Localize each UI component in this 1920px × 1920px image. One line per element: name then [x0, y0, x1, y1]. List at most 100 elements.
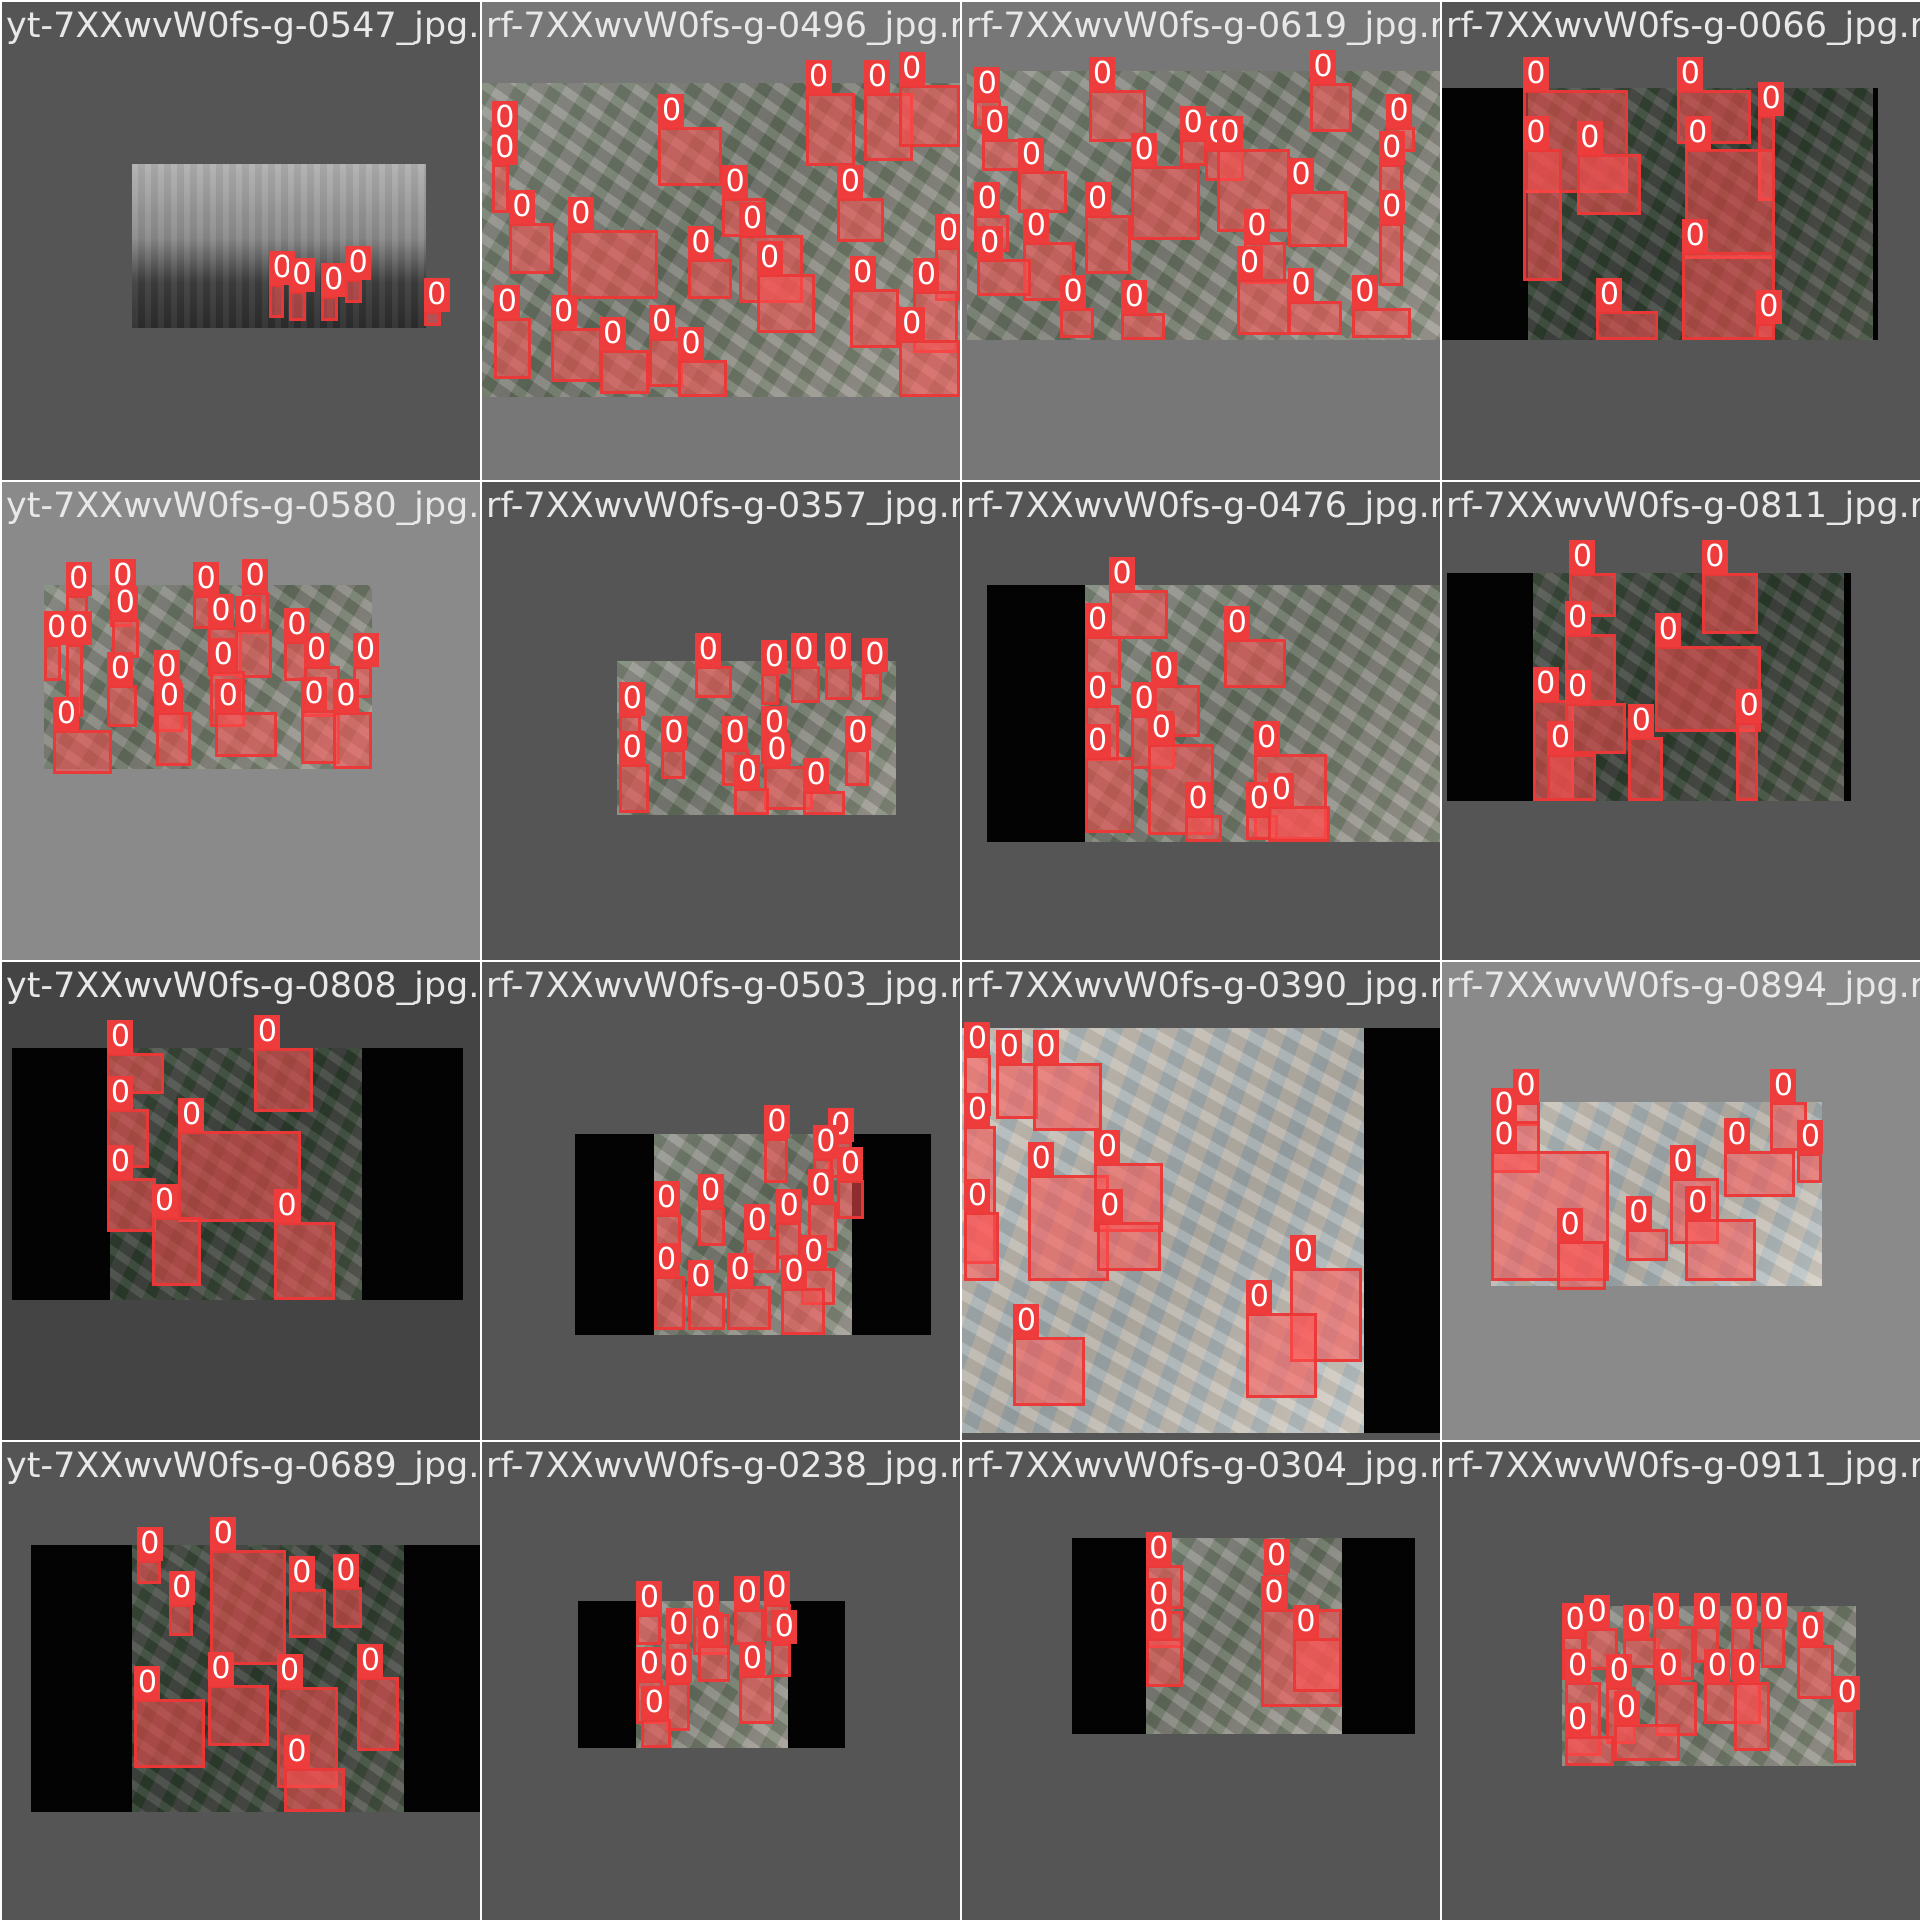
class-label: 0	[1564, 600, 1591, 635]
class-label: 0	[996, 1029, 1023, 1064]
class-label: 0	[1564, 669, 1591, 704]
class-label: 0	[288, 258, 315, 293]
detection-tile: 0 0 0 0 0 0 0 0 0 0 0 rf-7XXwvW0fs-g-0390_jpg.rf	[962, 962, 1440, 1440]
tile-filename: yt-7XXwvW0fs-g-0808_jpg.rf	[6, 966, 480, 1006]
class-label: 0	[1596, 277, 1623, 312]
class-label: 0	[1378, 130, 1405, 165]
detection-box: 0	[653, 1181, 681, 1264]
class-label: 0	[648, 304, 675, 339]
detection-box: 0	[1033, 1029, 1102, 1132]
detection-box: 0	[1596, 277, 1658, 341]
detection-box: 0	[1018, 138, 1068, 213]
class-label: 0	[1569, 539, 1596, 574]
detection-box: 0	[1288, 157, 1347, 248]
class-label: 0	[1606, 1654, 1633, 1689]
detection-box: 0	[739, 1641, 774, 1724]
detection-tile: 0 0 0 0 0 0 0 0 0 0 0 rf-7XXwvW0fs-g-0238_jpg.rf	[482, 1442, 960, 1920]
class-label: 0	[207, 1651, 234, 1686]
letterbox-pad	[575, 1133, 654, 1335]
class-label: 0	[210, 637, 237, 672]
class-label: 0	[491, 130, 518, 165]
detection-box: 0	[1288, 268, 1342, 336]
tile-filename: rf-7XXwvW0fs-g-0357_jpg.rf	[486, 486, 960, 526]
class-label: 0	[1236, 245, 1263, 280]
class-label: 0	[976, 226, 1003, 261]
class-label: 0	[1522, 57, 1549, 92]
class-label: 0	[550, 295, 577, 330]
class-label: 0	[1694, 1592, 1721, 1627]
tile-filename: rf-7XXwvW0fs-g-0476_jpg.rf	[966, 486, 1440, 526]
detection-box: 0	[1378, 189, 1405, 287]
tile-filename: rf-7XXwvW0fs-g-0811_jpg.rf	[1446, 486, 1920, 526]
detection-box: 0	[53, 696, 113, 774]
class-label: 0	[1655, 613, 1682, 648]
detection-box: 0	[1547, 721, 1597, 801]
class-label: 0	[658, 94, 685, 128]
detection-box: 0	[494, 285, 532, 380]
detection-box: 0	[1736, 689, 1763, 801]
class-label: 0	[107, 1019, 134, 1054]
detection-box: 0	[653, 1242, 686, 1330]
detection-box: 0	[508, 189, 554, 275]
class-label: 0	[1028, 1142, 1055, 1177]
class-label: 0	[636, 1646, 663, 1681]
class-label: 0	[1261, 1575, 1288, 1610]
tile-filename: rf-7XXwvW0fs-g-0496_jpg.rf	[486, 6, 960, 46]
class-label: 0	[567, 196, 594, 231]
class-label: 0	[43, 610, 70, 645]
detection-tile: 0 0 0 0 0 0 0 0 0 0 yt-7XXwvW0fs-g-0689_jpg.rf	[2, 1442, 480, 1920]
class-label: 0	[771, 1610, 798, 1644]
detection-tile: 0 0 0 0 0 0 0 yt-7XXwvW0fs-g-0808_jpg.rf	[2, 962, 480, 1440]
detection-box: 0	[107, 1144, 157, 1232]
detection-box: 0	[332, 679, 373, 769]
detection-box: 0	[1109, 556, 1168, 639]
class-label: 0	[837, 165, 864, 200]
detection-box: 0	[1564, 669, 1626, 755]
detection-box: 0	[756, 241, 816, 333]
detection-box: 0	[1096, 1188, 1161, 1271]
letterbox-pad	[986, 584, 1085, 843]
class-label: 0	[734, 1575, 761, 1610]
detection-box: 0	[781, 1255, 826, 1335]
class-label: 0	[345, 245, 372, 280]
class-label: 0	[1684, 1186, 1711, 1221]
tile-filename: rf-7XXwvW0fs-g-0894_jpg.rf	[1446, 966, 1920, 1006]
class-label: 0	[178, 1098, 205, 1133]
class-label: 0	[1243, 209, 1270, 244]
class-label: 0	[756, 241, 783, 276]
class-label: 0	[825, 632, 852, 667]
detection-box: 0	[254, 1014, 314, 1112]
class-label: 0	[320, 263, 347, 298]
class-label: 0	[763, 1570, 790, 1605]
class-label: 0	[1755, 290, 1782, 325]
class-label: 0	[1736, 689, 1763, 724]
detection-box: 0	[1576, 120, 1641, 216]
class-label: 0	[1131, 681, 1158, 716]
class-label: 0	[1288, 157, 1315, 192]
class-label: 0	[964, 1179, 991, 1214]
letterbox-pad	[11, 1047, 110, 1301]
class-label: 0	[1351, 275, 1378, 310]
class-label: 0	[151, 1183, 178, 1218]
class-label: 0	[107, 1076, 134, 1111]
detection-box: 0	[687, 226, 733, 299]
letterbox-pad	[1341, 1537, 1416, 1734]
class-label: 0	[242, 559, 269, 594]
class-label: 0	[1576, 120, 1603, 155]
detection-box: 0	[43, 610, 70, 681]
class-label: 0	[107, 1144, 134, 1179]
detection-box: 0	[695, 632, 733, 698]
class-label: 0	[1084, 603, 1111, 638]
detection-box: 0	[1755, 290, 1782, 341]
detection-box: 0	[567, 196, 659, 299]
class-label: 0	[1268, 772, 1295, 807]
class-label: 0	[1033, 1029, 1060, 1064]
detection-box: 0	[805, 59, 855, 167]
tile-filename: rf-7XXwvW0fs-g-0619_jpg.rf	[966, 6, 1440, 46]
class-label: 0	[1121, 280, 1148, 315]
class-label: 0	[193, 561, 220, 596]
class-label: 0	[1018, 138, 1045, 173]
class-label: 0	[1547, 721, 1574, 756]
class-label: 0	[494, 285, 521, 320]
